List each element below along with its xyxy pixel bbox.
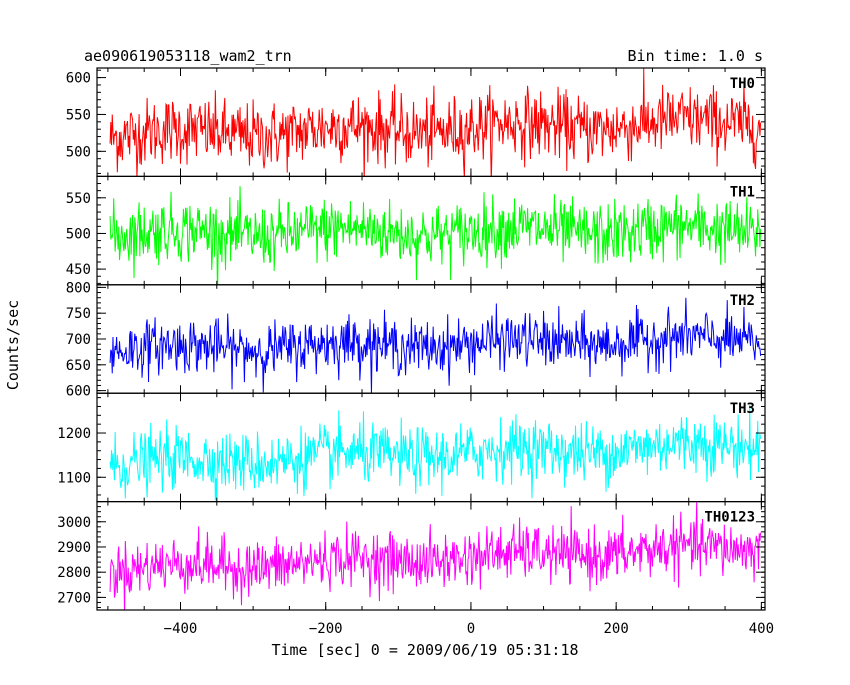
y-tick-label: 600 <box>66 384 91 400</box>
panel-th0: 500 550 600 TH0 <box>66 67 766 178</box>
y-tick-label: 2800 <box>57 565 91 581</box>
y-tick-label: 700 <box>66 332 91 348</box>
x-tick-label: 400 <box>749 621 774 637</box>
y-axis-label: Counts/sec <box>4 300 22 390</box>
panel-th1: 450 500 550 TH1 <box>66 175 766 286</box>
panel-th3: 1100 1200 TH3 <box>57 392 766 503</box>
y-tick-label: 450 <box>66 262 91 278</box>
bin-time-label: Bin time: 1.0 s <box>628 47 763 65</box>
panel-th2: 600 650 700 750 800 TH2 <box>66 280 766 400</box>
panel-frame <box>96 501 766 611</box>
y-tick-label: 2900 <box>57 540 91 556</box>
y-tick-label: 550 <box>66 107 91 123</box>
x-tick-label: 0 <box>467 621 475 637</box>
panel-label-th2: TH2 <box>730 293 755 309</box>
y-tick-label: 1100 <box>57 470 91 486</box>
series-line-th2 <box>109 297 762 394</box>
series-line-th0 <box>109 68 762 177</box>
series-line-th3 <box>109 404 762 502</box>
x-tick-label: −200 <box>309 621 343 637</box>
panel-label-th0: TH0 <box>730 76 755 92</box>
x-tick-label: −400 <box>164 621 198 637</box>
panels-group: 500 550 600 TH0 450 500 550 TH1 600 650 700 750 800 T… <box>57 67 766 611</box>
y-tick-label: 800 <box>66 280 91 296</box>
x-axis-label: Time [sec] 0 = 2009/06/19 05:31:18 <box>271 641 578 659</box>
y-tick-label: 650 <box>66 358 91 374</box>
y-tick-label: 3000 <box>57 515 91 531</box>
panel-label-th3: TH3 <box>730 401 755 417</box>
chart-title: ae090619053118_wam2_trn <box>84 47 292 65</box>
y-tick-label: 2700 <box>57 590 91 606</box>
y-tick-label: 550 <box>66 191 91 207</box>
y-tick-label: 500 <box>66 226 91 242</box>
panel-label-th1: TH1 <box>730 184 755 200</box>
y-tick-label: 600 <box>66 71 91 87</box>
series-line-th0123 <box>109 501 762 611</box>
y-tick-label: 1200 <box>57 426 91 442</box>
y-tick-label: 500 <box>66 144 91 160</box>
series-line-th1 <box>109 186 762 285</box>
y-tick-label: 750 <box>66 306 91 322</box>
panel-th0123: 2700 2800 2900 3000 TH0123 <box>57 501 766 611</box>
x-axis: −400 −200 0 200 400 <box>164 621 774 637</box>
panel-label-th0123: TH0123 <box>704 510 755 526</box>
x-tick-label: 200 <box>604 621 629 637</box>
